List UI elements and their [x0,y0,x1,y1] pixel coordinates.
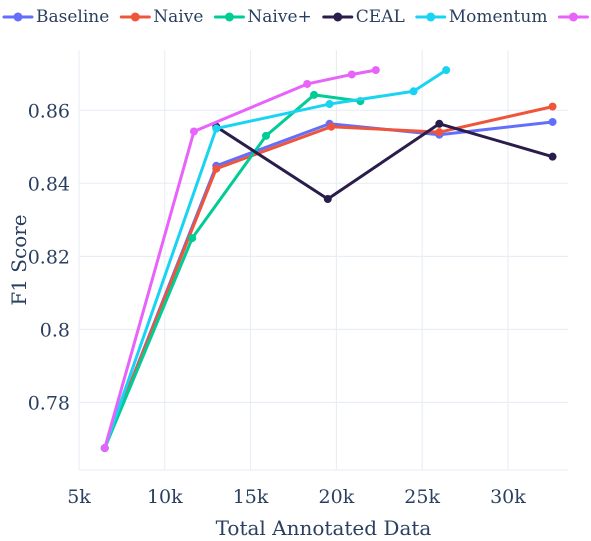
data-point-baseline [548,117,557,126]
legend-item-goal: GOAL [557,12,589,22]
data-point-naive [212,164,221,173]
legend-item-ceal: CEAL [322,7,405,27]
y-tick-label: 0.8 [40,319,70,341]
gridlines [78,50,568,471]
legend-item-naive-plus: Naive+ [213,7,312,27]
x-tick-label: 5k [67,486,91,508]
data-point-goal [347,70,356,79]
data-point-goal [100,444,109,453]
tick-labels: 5k 10k 15k 20k 25k 30k 0.78 0.8 0.82 0.84 0.86 [28,100,527,508]
series-goal [100,66,380,453]
data-point-naive [435,128,444,137]
series-ceal [212,119,557,204]
data-point-momentum [409,87,418,96]
y-tick-label: 0.84 [28,173,70,195]
data-point-goal [303,79,312,88]
legend-swatch-marker [224,12,234,22]
data-point-goal [189,127,198,136]
series-line-naive-plus [103,93,362,450]
y-tick-label: 0.86 [28,100,70,122]
series-line-ceal [214,122,555,201]
x-tick-label: 10k [147,486,183,508]
legend-label: Naive [153,7,203,27]
series-naive [100,102,557,453]
x-tick-label: 25k [404,486,440,508]
series-lines [100,66,557,453]
y-axis-title: F1 Score [7,214,31,305]
legend-swatch-marker [13,12,23,22]
y-tick-label: 0.78 [28,392,70,414]
x-tick-label: 15k [233,486,269,508]
legend-item-naive: Naive [119,7,203,27]
data-point-ceal [435,119,444,128]
y-tick-label: 0.82 [28,246,70,268]
data-point-momentum [212,124,221,133]
legend-label: Naive+ [247,7,311,27]
legend-swatch-marker [130,12,140,22]
data-point-naive [548,102,557,111]
legend: Baseline Naive Naive+ CEAL Momentum GOAL [2,7,589,27]
data-point-naive-plus [188,234,197,243]
data-point-ceal [323,195,332,204]
data-point-momentum [442,66,451,75]
x-tick-label: 20k [319,486,355,508]
legend-item-baseline: Baseline [2,7,109,27]
legend-item-momentum: Momentum [415,7,548,27]
data-point-ceal [548,152,557,161]
data-point-goal [371,66,380,75]
series-momentum [100,66,451,453]
x-tick-label: 30k [490,486,526,508]
legend-swatch-marker [568,12,578,22]
legend-swatch-marker [426,12,436,22]
data-point-naive-plus [310,90,319,99]
legend-label: Baseline [36,7,109,27]
data-point-momentum [325,100,334,109]
series-naive-plus [100,90,365,453]
legend-swatch-marker [333,12,343,22]
data-point-naive [327,122,336,131]
legend-label: Momentum [449,7,548,27]
x-axis-title: Total Annotated Data [216,516,432,540]
data-point-naive-plus [262,131,271,140]
series-line-naive [103,105,555,450]
legend-label: CEAL [356,7,405,27]
